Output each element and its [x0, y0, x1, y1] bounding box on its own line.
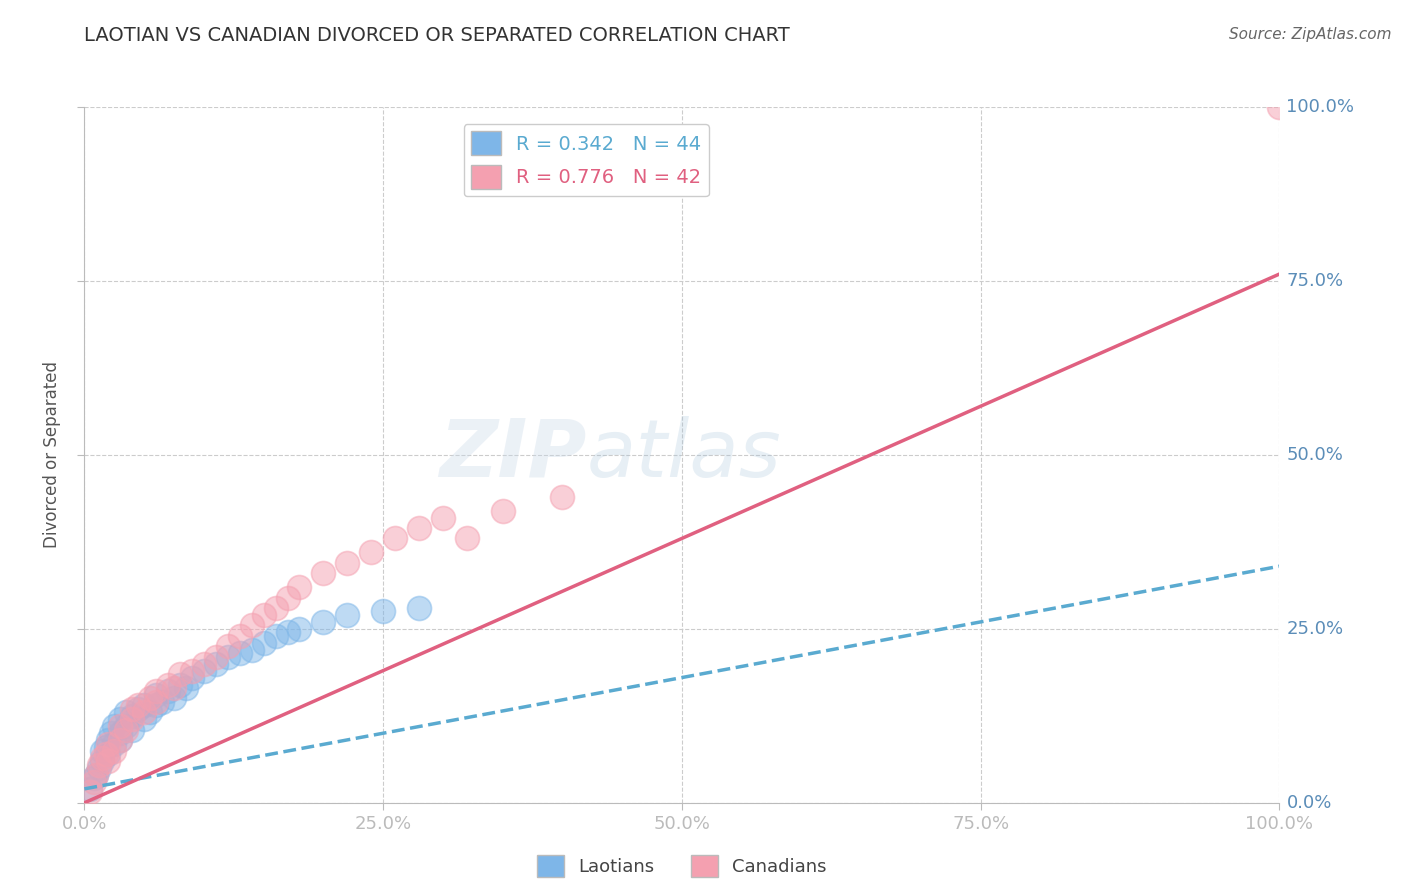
Point	[91, 744, 114, 758]
Point	[253, 636, 276, 650]
Point	[408, 601, 430, 615]
Point	[121, 702, 143, 716]
Point	[91, 754, 114, 768]
Point	[145, 698, 167, 713]
Point	[83, 772, 105, 786]
Point	[408, 521, 430, 535]
Point	[121, 712, 143, 726]
Point	[180, 671, 202, 685]
Point	[253, 607, 276, 622]
Text: 100.0%: 100.0%	[1286, 98, 1354, 116]
Point	[163, 691, 186, 706]
Point	[145, 688, 167, 702]
Point	[110, 733, 132, 747]
Point	[205, 649, 228, 664]
Point	[132, 698, 156, 713]
Point	[87, 757, 110, 772]
Point	[115, 706, 138, 720]
Point	[228, 629, 250, 643]
Point	[121, 723, 143, 737]
Point	[264, 629, 287, 643]
Point	[157, 684, 180, 698]
Point	[94, 747, 117, 761]
Point	[384, 532, 406, 546]
Point	[97, 733, 120, 747]
Point	[432, 510, 454, 524]
Point	[139, 691, 162, 706]
Point	[163, 681, 186, 695]
Point	[492, 503, 515, 517]
Point	[132, 712, 156, 726]
Point	[132, 706, 156, 720]
Point	[336, 556, 359, 570]
Y-axis label: Divorced or Separated: Divorced or Separated	[44, 361, 62, 549]
Point	[360, 545, 382, 559]
Point	[276, 625, 298, 640]
Point	[193, 657, 215, 671]
Point	[83, 775, 105, 789]
Text: LAOTIAN VS CANADIAN DIVORCED OR SEPARATED CORRELATION CHART: LAOTIAN VS CANADIAN DIVORCED OR SEPARATE…	[84, 26, 790, 45]
Legend: Laotians, Canadians: Laotians, Canadians	[530, 847, 834, 884]
Text: Source: ZipAtlas.com: Source: ZipAtlas.com	[1229, 27, 1392, 42]
Point	[110, 712, 132, 726]
Point	[115, 723, 138, 737]
Point	[110, 719, 132, 733]
Point	[157, 677, 180, 691]
Text: 50.0%: 50.0%	[1286, 446, 1343, 464]
Point	[288, 622, 311, 636]
Point	[276, 591, 298, 605]
Point	[145, 695, 167, 709]
Point	[91, 750, 114, 764]
Point	[110, 733, 132, 747]
Point	[371, 605, 394, 619]
Point	[145, 684, 167, 698]
Point	[169, 677, 191, 691]
Point	[551, 490, 574, 504]
Point	[217, 639, 239, 653]
Point	[97, 737, 120, 751]
Point	[1268, 100, 1291, 114]
Point	[205, 657, 228, 671]
Point	[336, 607, 359, 622]
Point	[84, 768, 107, 782]
Point	[103, 744, 125, 758]
Point	[97, 754, 120, 768]
Point	[150, 695, 173, 709]
Point	[312, 566, 335, 581]
Point	[288, 580, 311, 594]
Point	[217, 649, 239, 664]
Point	[103, 719, 125, 733]
Point	[240, 618, 263, 632]
Text: 25.0%: 25.0%	[1286, 620, 1344, 638]
Text: 75.0%: 75.0%	[1286, 272, 1344, 290]
Text: ZIP: ZIP	[439, 416, 586, 494]
Point	[127, 698, 149, 713]
Point	[103, 737, 125, 751]
Point	[127, 702, 149, 716]
Point	[87, 761, 110, 775]
Point	[100, 726, 122, 740]
Point	[115, 719, 138, 733]
Point	[228, 646, 250, 660]
Point	[84, 768, 107, 782]
Point	[121, 708, 143, 723]
Text: atlas: atlas	[586, 416, 782, 494]
Point	[79, 785, 101, 799]
Point	[180, 664, 202, 678]
Text: 0.0%: 0.0%	[1286, 794, 1331, 812]
Point	[240, 642, 263, 657]
Point	[456, 532, 478, 546]
Point	[94, 740, 117, 755]
Point	[264, 601, 287, 615]
Point	[169, 667, 191, 681]
Point	[79, 781, 101, 796]
Point	[110, 726, 132, 740]
Point	[193, 664, 215, 678]
Point	[97, 747, 120, 761]
Point	[139, 706, 162, 720]
Point	[312, 615, 335, 629]
Point	[174, 681, 197, 695]
